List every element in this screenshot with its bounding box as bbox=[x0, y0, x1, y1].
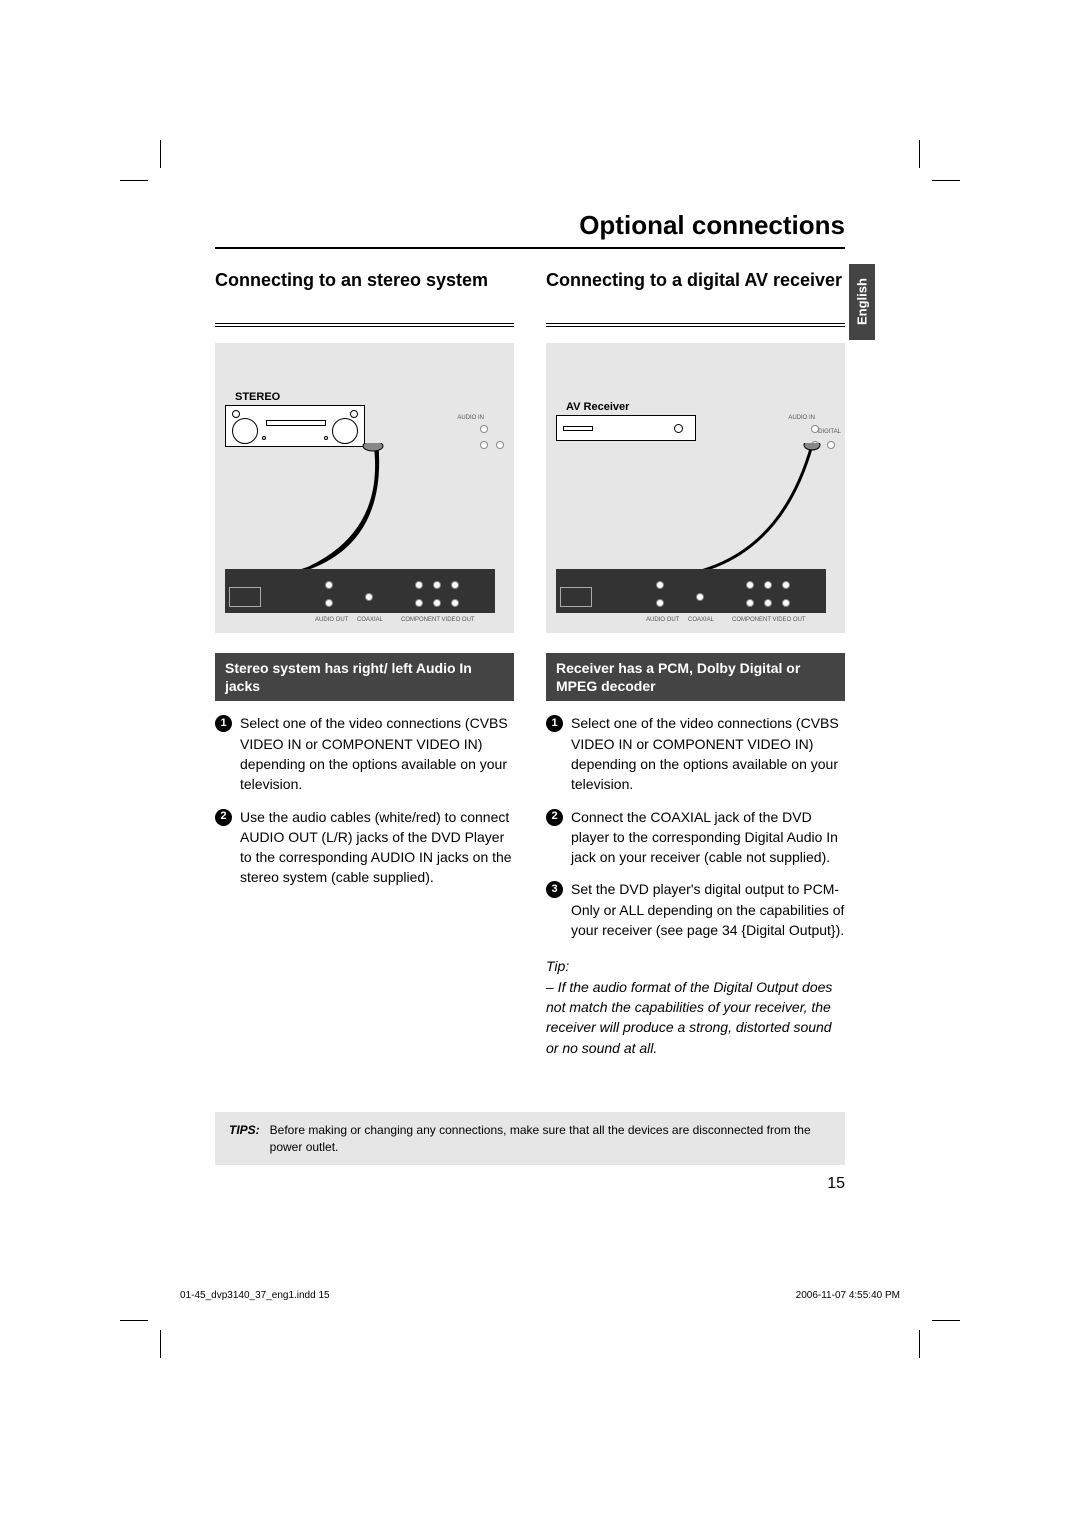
component-label-r: COMPONENT VIDEO OUT bbox=[732, 617, 806, 623]
right-step-3: 3 Set the DVD player's digital output to… bbox=[546, 879, 845, 940]
coaxial-label-r: COAXIAL bbox=[688, 617, 714, 623]
page-content: Optional connections Connecting to an st… bbox=[215, 210, 845, 1193]
bullet-2-icon: 2 bbox=[215, 809, 232, 826]
tip-block: Tip: – If the audio format of the Digita… bbox=[546, 956, 845, 1057]
audio-in-label: AUDIO IN bbox=[457, 415, 484, 421]
tip-label: Tip: bbox=[546, 956, 845, 976]
left-heading: Connecting to an stereo system bbox=[215, 269, 514, 317]
footer-tips-text: Before making or changing any connection… bbox=[270, 1122, 831, 1156]
bullet-1-icon: 1 bbox=[546, 715, 563, 732]
receiver-device bbox=[556, 415, 696, 441]
stereo-device bbox=[225, 405, 365, 447]
language-tab: English bbox=[849, 264, 875, 340]
stereo-label: STEREO bbox=[235, 391, 280, 403]
tip-text: – If the audio format of the Digital Out… bbox=[546, 977, 845, 1058]
left-step-2: 2 Use the audio cables (white/red) to co… bbox=[215, 807, 514, 888]
component-label: COMPONENT VIDEO OUT bbox=[401, 617, 475, 623]
right-heading: Connecting to a digital AV receiver bbox=[546, 269, 845, 317]
print-footer-right: 2006-11-07 4:55:40 PM bbox=[796, 1290, 900, 1301]
receiver-label: AV Receiver bbox=[566, 401, 629, 413]
left-step-1: 1 Select one of the video connections (C… bbox=[215, 713, 514, 794]
bullet-3-icon: 3 bbox=[546, 881, 563, 898]
audio-out-label-r: AUDIO OUT bbox=[646, 617, 679, 623]
right-step-3-text: Set the DVD player's digital output to P… bbox=[571, 879, 845, 940]
right-step-2: 2 Connect the COAXIAL jack of the DVD pl… bbox=[546, 807, 845, 868]
receiver-diagram: AV Receiver AUDIO IN DIGITAL bbox=[546, 343, 845, 633]
stereo-diagram: STEREO AUDIO IN bbox=[215, 343, 514, 633]
right-step-1-text: Select one of the video connections (CVB… bbox=[571, 713, 845, 794]
right-column: Connecting to a digital AV receiver AV R… bbox=[546, 269, 845, 1058]
footer-tips-label: TIPS: bbox=[229, 1122, 260, 1156]
right-bar: Receiver has a PCM, Dolby Digital or MPE… bbox=[546, 653, 845, 701]
bullet-1-icon: 1 bbox=[215, 715, 232, 732]
title-rule bbox=[215, 247, 845, 249]
page-number: 15 bbox=[215, 1175, 845, 1193]
page-title: Optional connections bbox=[215, 210, 845, 241]
footer-tips: TIPS: Before making or changing any conn… bbox=[215, 1112, 845, 1166]
audio-in-label-r: AUDIO IN bbox=[788, 415, 815, 421]
left-column: Connecting to an stereo system STEREO AU… bbox=[215, 269, 514, 1058]
right-step-1: 1 Select one of the video connections (C… bbox=[546, 713, 845, 794]
print-footer: 01-45_dvp3140_37_eng1.indd 15 2006-11-07… bbox=[180, 1290, 900, 1301]
coaxial-label: COAXIAL bbox=[357, 617, 383, 623]
bullet-2-icon: 2 bbox=[546, 809, 563, 826]
right-step-2-text: Connect the COAXIAL jack of the DVD play… bbox=[571, 807, 845, 868]
print-footer-left: 01-45_dvp3140_37_eng1.indd 15 bbox=[180, 1290, 330, 1301]
audio-out-label: AUDIO OUT bbox=[315, 617, 348, 623]
left-bar: Stereo system has right/ left Audio In j… bbox=[215, 653, 514, 701]
digital-label: DIGITAL bbox=[818, 429, 841, 435]
left-heading-rule bbox=[215, 323, 514, 327]
right-heading-rule bbox=[546, 323, 845, 327]
left-step-1-text: Select one of the video connections (CVB… bbox=[240, 713, 514, 794]
left-step-2-text: Use the audio cables (white/red) to conn… bbox=[240, 807, 514, 888]
